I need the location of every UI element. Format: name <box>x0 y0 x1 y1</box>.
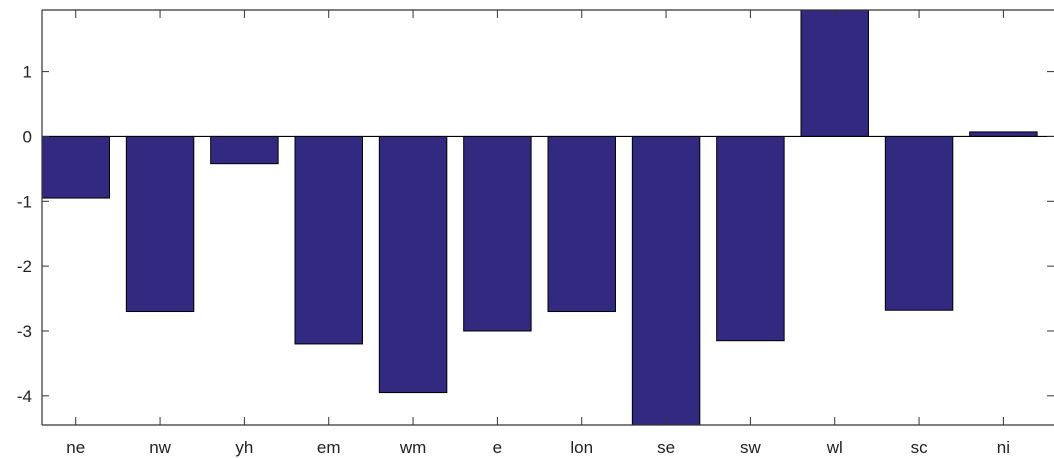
tick-labels-group: ne nw yh em wm e lon se sw wl sc ni 1 0 -1 -2 -3 -4 <box>17 63 1010 457</box>
y-tick-label: 0 <box>23 127 32 146</box>
x-tick-label: wm <box>399 438 426 457</box>
y-tick-label: -1 <box>17 192 32 211</box>
y-tick-label: 1 <box>23 63 32 82</box>
bar-ne <box>41 135 110 199</box>
bar-lon <box>547 135 616 313</box>
bar-wm <box>378 135 448 394</box>
bars-group <box>41 9 1038 426</box>
y-tick-label: -2 <box>17 257 32 276</box>
x-tick-label: se <box>657 438 675 457</box>
y-tick-label: -3 <box>17 322 32 341</box>
bar-se <box>631 135 701 426</box>
y-tick-label: -4 <box>17 387 32 406</box>
x-tick-label: e <box>493 438 502 457</box>
ticks-group <box>42 10 1054 425</box>
x-tick-label: ne <box>66 438 85 457</box>
bar-wl <box>800 9 869 137</box>
bar-sc <box>884 135 954 311</box>
x-tick-label: em <box>317 438 341 457</box>
axes-group <box>41 9 1054 426</box>
x-tick-label: sc <box>911 438 929 457</box>
x-tick-label: sw <box>740 438 762 457</box>
bar-sw <box>716 135 785 342</box>
x-tick-label: wl <box>826 438 843 457</box>
x-tick-label: yh <box>235 438 253 457</box>
bar-nw <box>125 135 195 313</box>
bar-e <box>463 135 532 332</box>
bar-em <box>294 135 363 345</box>
x-tick-label: nw <box>149 438 171 457</box>
bar-yh <box>210 135 279 165</box>
x-tick-label: lon <box>570 438 593 457</box>
bar-ni <box>969 131 1038 137</box>
x-tick-label: ni <box>997 438 1010 457</box>
